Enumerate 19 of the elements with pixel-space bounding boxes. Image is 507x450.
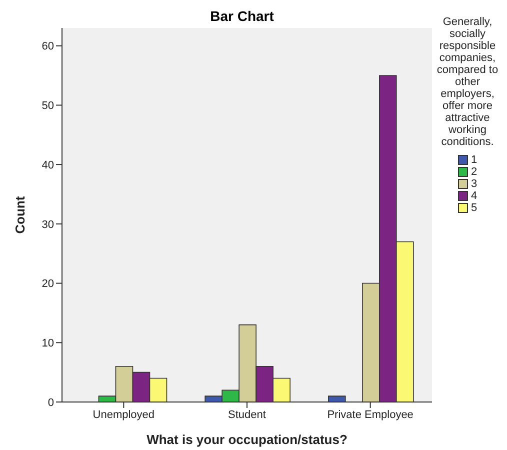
y-tick-label: 20 [42, 278, 54, 290]
y-tick-label: 10 [42, 338, 54, 350]
legend-label: 3 [470, 178, 478, 190]
y-tick-label: 0 [48, 396, 54, 409]
y-tick-label: 60 [42, 40, 54, 53]
y-tick-label: 30 [42, 218, 54, 231]
x-axis-title: What is your occupation/status? [146, 432, 348, 447]
legend-label: 4 [470, 190, 478, 202]
x-tick-label: Student [228, 408, 266, 421]
legend-label: 2 [470, 166, 478, 178]
y-tick-label: 50 [42, 100, 54, 112]
y-axis-title: Count [12, 196, 28, 234]
chart-title: Bar Chart [209, 8, 275, 24]
text: Generally, socially responsible companies, compared to other employers, offer more attractive working conditions. [436, 16, 498, 148]
legend-label: 5 [470, 202, 478, 214]
y-tick-label: 40 [42, 159, 54, 172]
legend-label: 1 [470, 154, 478, 166]
x-tick-label: Private Employee [327, 408, 414, 421]
x-tick-label: Unemployed [92, 408, 155, 421]
